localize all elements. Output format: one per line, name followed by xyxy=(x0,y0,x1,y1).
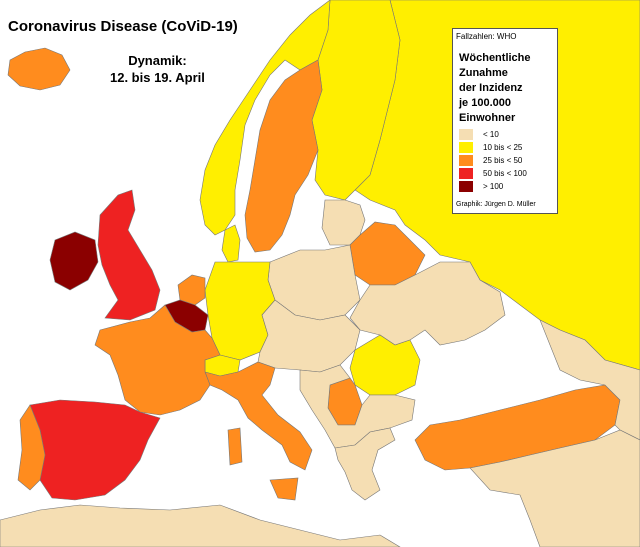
legend-source: Fallzahlen: WHO xyxy=(456,32,517,41)
legend-heading-line: Wöchentliche xyxy=(459,52,531,64)
legend-credit: Graphik: Jürgen D. Müller xyxy=(456,201,536,208)
legend: Fallzahlen: WHO Wöchentliche Zunahme der… xyxy=(452,28,558,214)
region-iceland xyxy=(7,47,71,91)
region-north-africa xyxy=(0,504,401,547)
region-balkans xyxy=(299,364,416,449)
region-france xyxy=(94,304,221,416)
region-romania xyxy=(349,334,421,396)
region-italy xyxy=(204,361,313,501)
legend-row: 50 bis < 100 xyxy=(459,168,527,179)
legend-swatch xyxy=(459,129,473,140)
legend-row: > 100 xyxy=(459,181,503,192)
legend-label: 10 bis < 25 xyxy=(483,143,523,152)
region-greece xyxy=(334,427,396,501)
region-denmark xyxy=(221,224,241,263)
region-sweden xyxy=(244,59,323,253)
legend-label: 25 bis < 50 xyxy=(483,156,523,165)
legend-heading-line: Zunahme xyxy=(459,67,508,79)
legend-row: < 10 xyxy=(459,129,499,140)
legend-heading-line: Einwohner xyxy=(459,112,516,124)
legend-row: 10 bis < 25 xyxy=(459,142,522,153)
legend-swatch xyxy=(459,142,473,153)
legend-label: 50 bis < 100 xyxy=(483,169,527,178)
legend-swatch xyxy=(459,155,473,166)
map-title: Coronavirus Disease (CoViD-19) xyxy=(8,18,238,35)
dynamic-label: Dynamik: xyxy=(128,53,187,68)
legend-label: > 100 xyxy=(483,182,504,191)
legend-label: < 10 xyxy=(483,130,499,139)
legend-heading-line: je 100.000 xyxy=(459,97,511,109)
legend-heading: Wöchentliche Zunahme der Inzidenz je 100… xyxy=(459,51,531,126)
legend-row: 25 bis < 50 xyxy=(459,155,522,166)
legend-heading-line: der Inzidenz xyxy=(459,82,523,94)
region-middle-east xyxy=(469,429,640,547)
legend-swatch xyxy=(459,181,473,192)
dynamic-dates: 12. bis 19. April xyxy=(110,70,205,85)
region-united-kingdom xyxy=(97,189,161,321)
legend-swatch xyxy=(459,168,473,179)
dynamic-period: Dynamik: 12. bis 19. April xyxy=(110,52,205,86)
region-ireland xyxy=(49,231,99,291)
region-belarus xyxy=(349,221,426,286)
region-portugal xyxy=(17,404,46,491)
